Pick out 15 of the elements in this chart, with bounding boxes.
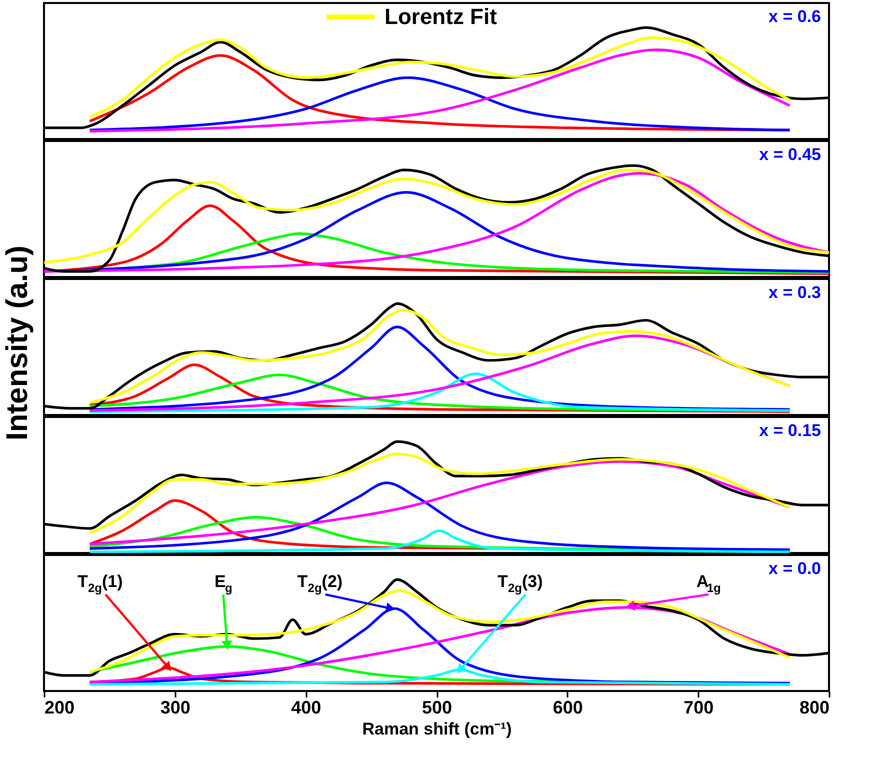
text: x = 0.15 [759,421,821,440]
x-tick-label: 400 [291,698,322,718]
text: x = 0.45 [759,145,821,164]
text: x = 0.3 [768,283,821,302]
x-tick-label: 800 [799,698,830,718]
text: x = 0.0 [768,559,821,578]
y-axis-title: Intensity (a.u) [1,245,34,441]
x-tick-label: 300 [160,698,190,718]
text: x = 0.6 [768,7,821,26]
x-tick-label: 600 [552,698,583,718]
x-axis-title: Raman shift (cm⁻¹) [362,720,512,738]
x-tick-label: 500 [422,698,452,718]
x-tick-label: 200 [44,698,75,718]
legend-label: Lorentz Fit [384,4,498,29]
x-tick-label: 700 [684,698,714,718]
